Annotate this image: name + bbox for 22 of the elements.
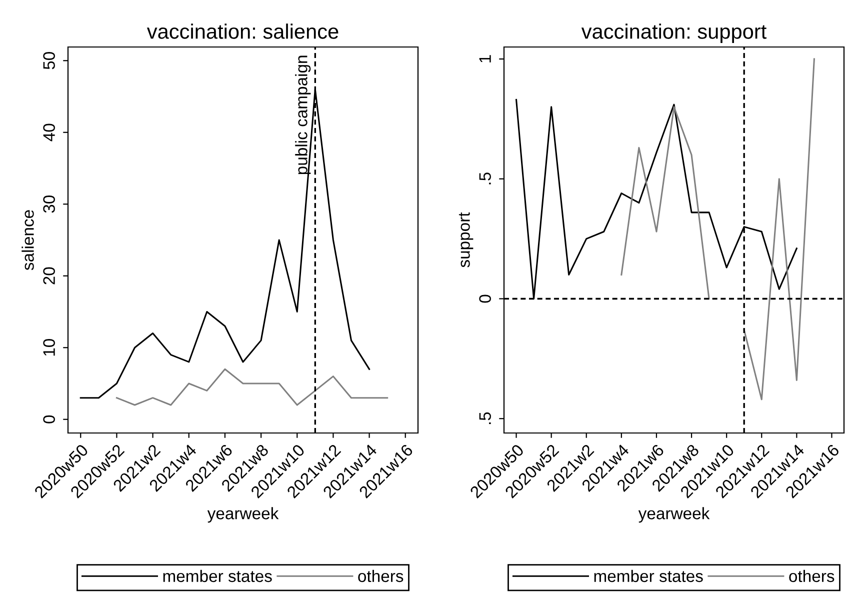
legend-label: others (789, 570, 834, 582)
x-axis-title: yearweek (638, 507, 710, 523)
y-tick-label: 0 (43, 415, 55, 424)
y-tick-label: 0 (479, 294, 491, 303)
line-series (116, 368, 388, 406)
y-tick-label: .5 (479, 172, 491, 184)
y-tick-label: 20 (43, 267, 55, 284)
legend-label: others (358, 570, 404, 582)
y-tick-label: 50 (43, 52, 55, 70)
legend-label: member states (163, 570, 272, 582)
y-tick-label: 10 (43, 339, 55, 356)
y-tick-label: 40 (43, 124, 55, 142)
chart-title: vaccination: salience (146, 24, 338, 39)
y-axis-title: salience (22, 210, 34, 270)
annotation: public campaign (295, 56, 311, 174)
x-axis-title: yearweek (207, 507, 279, 523)
y-axis-title: support (458, 212, 474, 268)
y-tick-label: 30 (43, 196, 55, 213)
y-tick-label: .5 (479, 412, 491, 424)
legend-label: member states (594, 570, 703, 582)
y-tick-label: 1 (479, 55, 491, 62)
chart-title: vaccination: support (581, 24, 766, 43)
